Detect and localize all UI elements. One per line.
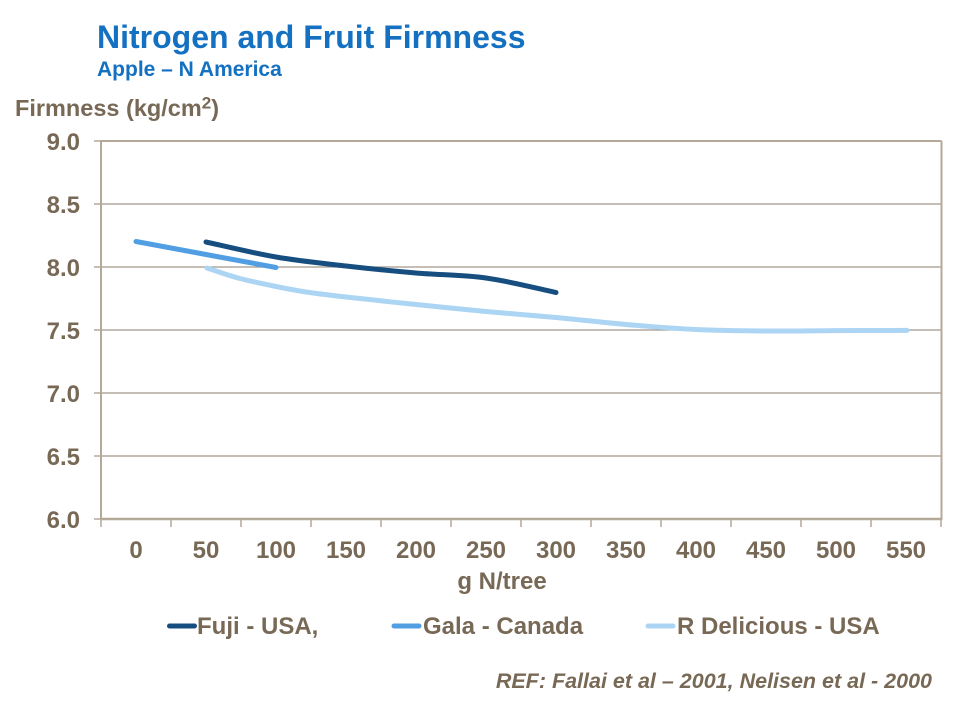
svg-text:REF: Fallai et al – 2001, Neli: REF: Fallai et al – 2001, Nelisen et al …: [496, 669, 932, 693]
svg-text:200: 200: [396, 537, 436, 564]
svg-text:8.0: 8.0: [47, 255, 80, 282]
svg-text:550: 550: [886, 537, 926, 564]
svg-text:450: 450: [746, 537, 786, 564]
svg-text:R Delicious - USA: R Delicious - USA: [677, 613, 880, 640]
svg-text:6.5: 6.5: [47, 444, 80, 471]
svg-text:500: 500: [816, 537, 856, 564]
svg-text:g N/tree: g N/tree: [457, 568, 546, 595]
svg-text:7.0: 7.0: [47, 381, 80, 408]
svg-text:8.5: 8.5: [47, 192, 80, 219]
svg-text:300: 300: [536, 537, 576, 564]
svg-text:50: 50: [193, 537, 220, 564]
svg-text:100: 100: [256, 537, 296, 564]
svg-text:400: 400: [676, 537, 716, 564]
svg-text:Gala - Canada: Gala - Canada: [423, 613, 584, 640]
svg-text:Apple – N America: Apple – N America: [97, 58, 282, 81]
svg-text:6.0: 6.0: [47, 507, 80, 534]
svg-text:9.0: 9.0: [47, 129, 80, 156]
svg-text:Firmness (kg/cm2): Firmness (kg/cm2): [15, 94, 219, 122]
svg-text:Fuji - USA,: Fuji - USA,: [197, 613, 318, 640]
svg-text:150: 150: [326, 537, 366, 564]
svg-text:0: 0: [129, 537, 142, 564]
svg-text:350: 350: [606, 537, 646, 564]
svg-text:Nitrogen and Fruit Firmness: Nitrogen and Fruit Firmness: [97, 19, 525, 55]
svg-text:250: 250: [466, 537, 506, 564]
svg-text:7.5: 7.5: [47, 318, 80, 345]
